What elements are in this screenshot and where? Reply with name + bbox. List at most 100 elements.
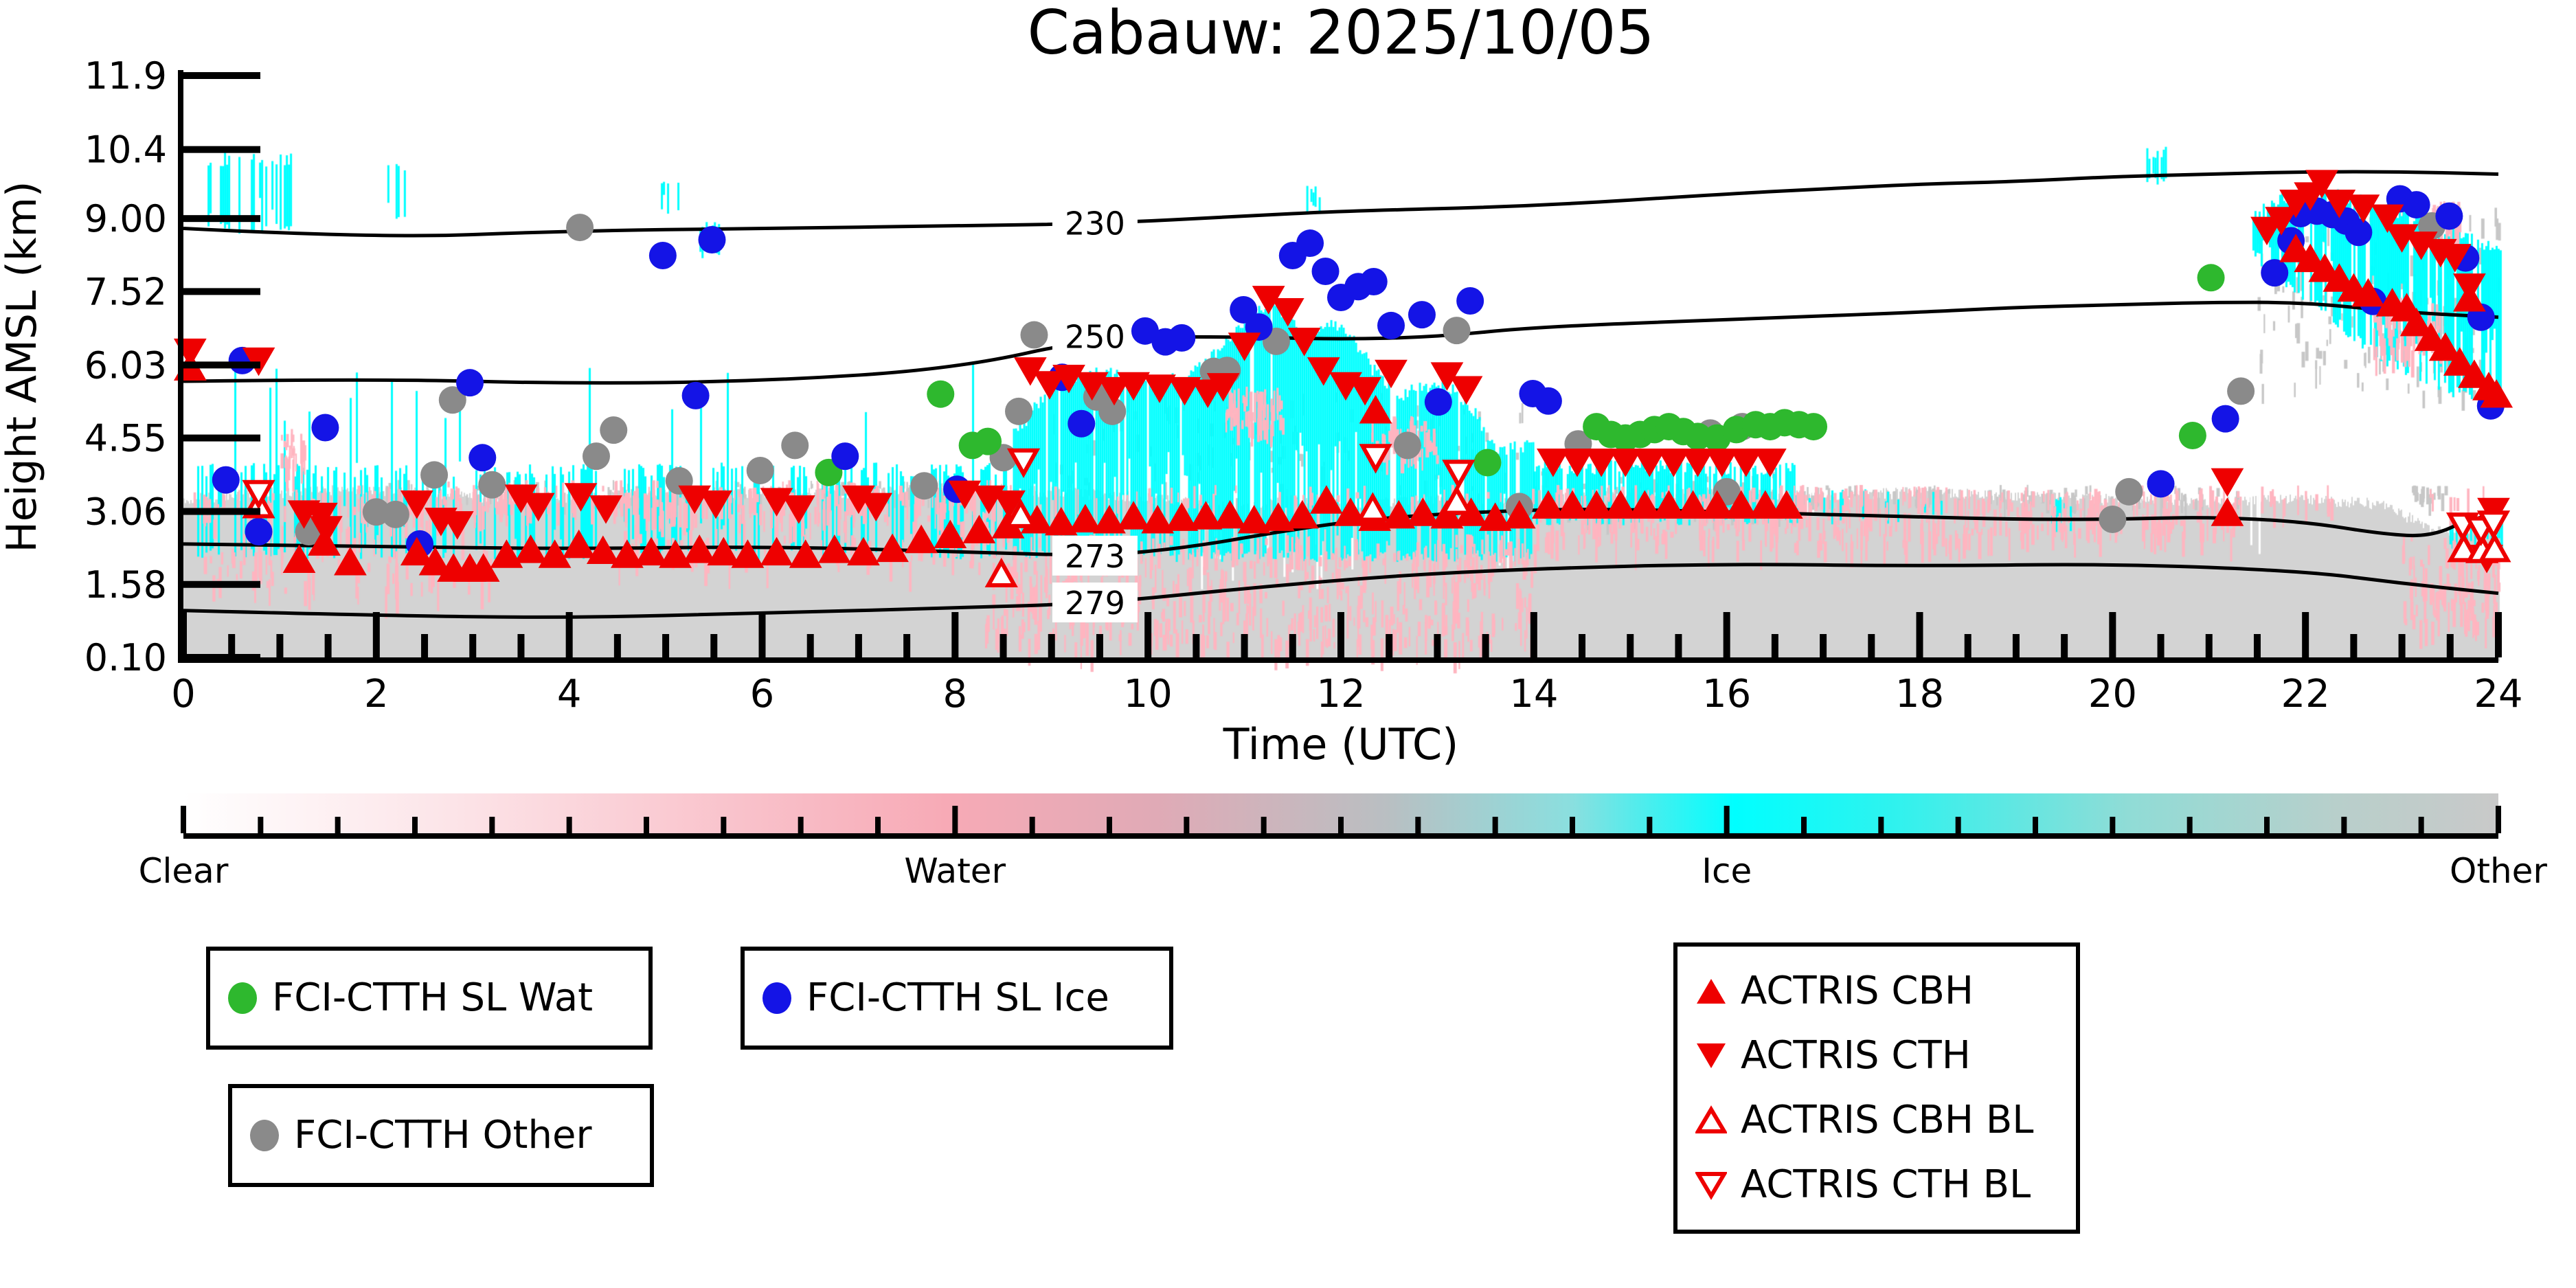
data-point bbox=[1131, 317, 1159, 345]
data-point bbox=[760, 536, 793, 566]
data-point bbox=[648, 241, 677, 269]
data-point bbox=[974, 427, 1002, 455]
data-point bbox=[1681, 448, 1715, 477]
data-point bbox=[948, 480, 982, 510]
data-point bbox=[1633, 448, 1667, 477]
legend-label-actris-cbh: ACTRIS CBH bbox=[1741, 969, 1974, 1013]
data-point bbox=[2178, 421, 2206, 449]
data-point bbox=[910, 472, 938, 500]
y-axis-spine bbox=[178, 70, 183, 663]
x-tick-label: 18 bbox=[1895, 672, 1944, 716]
x-tick-major bbox=[951, 612, 959, 657]
colorbar-tick bbox=[2187, 817, 2193, 833]
data-point bbox=[2428, 332, 2462, 361]
legend-label-other: FCI-CTTH Other bbox=[294, 1113, 592, 1157]
data-point bbox=[1189, 501, 1223, 530]
x-tick-major bbox=[2495, 612, 2502, 657]
x-tick-minor bbox=[903, 634, 911, 657]
data-point bbox=[1729, 448, 1763, 477]
data-point bbox=[1478, 502, 1512, 531]
data-point bbox=[847, 536, 880, 566]
data-point bbox=[2453, 273, 2486, 302]
data-point bbox=[2480, 379, 2513, 408]
data-point bbox=[1271, 298, 1304, 327]
data-point bbox=[1168, 376, 1201, 406]
data-point bbox=[1020, 321, 1048, 349]
data-point bbox=[308, 527, 341, 556]
data-point bbox=[2435, 202, 2463, 230]
y-tick bbox=[183, 580, 260, 588]
data-point bbox=[478, 471, 506, 499]
x-tick-label: 8 bbox=[943, 672, 968, 716]
data-point bbox=[635, 536, 668, 566]
x-tick-minor bbox=[469, 634, 477, 657]
data-point bbox=[418, 547, 452, 576]
data-point bbox=[456, 369, 484, 397]
data-point bbox=[1657, 448, 1691, 477]
colorbar-tick bbox=[798, 817, 804, 833]
data-point bbox=[1556, 490, 1589, 519]
data-point bbox=[1532, 490, 1565, 519]
data-point bbox=[1287, 328, 1321, 357]
data-point bbox=[611, 539, 644, 568]
data-point bbox=[1359, 444, 1392, 474]
y-tick-label: 1.58 bbox=[84, 563, 167, 607]
contour-label-273: 273 bbox=[1065, 538, 1125, 575]
data-point bbox=[334, 547, 367, 576]
x-tick-major bbox=[758, 612, 766, 657]
legend-row-actris-cbh: ACTRIS CBH bbox=[1695, 960, 1974, 1023]
x-tick-label: 4 bbox=[557, 672, 582, 716]
series-fci-ctth-sl-ice bbox=[212, 185, 2505, 558]
x-tick-minor bbox=[1482, 634, 1489, 657]
data-point bbox=[984, 557, 1018, 587]
data-point bbox=[1143, 374, 1176, 403]
x-tick-minor bbox=[276, 634, 284, 657]
data-point bbox=[1724, 490, 1758, 519]
y-tick-label: 4.55 bbox=[84, 417, 167, 460]
colorbar-tick bbox=[2110, 817, 2116, 833]
data-point bbox=[782, 495, 815, 524]
data-point bbox=[1424, 388, 1452, 416]
data-point bbox=[1052, 364, 1085, 394]
data-point bbox=[1705, 448, 1739, 477]
y-tick bbox=[183, 654, 260, 661]
series-actris-cbh bbox=[173, 234, 2513, 582]
data-point bbox=[2115, 477, 2143, 506]
data-point bbox=[1406, 497, 1440, 526]
colorbar-tick bbox=[1955, 817, 1961, 833]
colorbar-tick bbox=[1570, 817, 1575, 833]
data-point bbox=[564, 483, 598, 512]
y-tick-label: 0.10 bbox=[84, 636, 167, 679]
data-point bbox=[1443, 317, 1471, 345]
colorbar-tick bbox=[1878, 817, 1884, 833]
y-tick bbox=[183, 215, 260, 223]
data-point bbox=[1676, 490, 1710, 519]
data-point bbox=[2478, 532, 2511, 563]
data-point bbox=[1044, 506, 1078, 536]
contour-250 bbox=[183, 300, 2499, 385]
data-point bbox=[2371, 204, 2404, 234]
data-point bbox=[311, 414, 339, 442]
data-point bbox=[698, 226, 726, 254]
x-tick-minor bbox=[421, 634, 429, 657]
data-point bbox=[731, 539, 765, 568]
data-point bbox=[1700, 490, 1734, 519]
data-point bbox=[1502, 499, 1536, 529]
x-tick-minor bbox=[1964, 634, 1971, 657]
contour-label-230: 230 bbox=[1065, 205, 1125, 242]
data-point bbox=[1117, 372, 1150, 401]
data-point bbox=[1206, 373, 1240, 402]
x-tick-minor bbox=[710, 634, 718, 657]
x-tick-minor bbox=[324, 634, 332, 657]
data-point bbox=[586, 535, 620, 565]
data-point bbox=[1348, 376, 1381, 406]
data-point bbox=[1534, 387, 1562, 415]
data-point bbox=[2211, 497, 2244, 526]
x-tick-major bbox=[1916, 612, 1923, 657]
contour-label-bg bbox=[1052, 535, 1138, 576]
x-tick-minor bbox=[1386, 634, 1393, 657]
data-point bbox=[699, 490, 732, 519]
data-point bbox=[420, 461, 449, 489]
data-point bbox=[817, 534, 851, 563]
